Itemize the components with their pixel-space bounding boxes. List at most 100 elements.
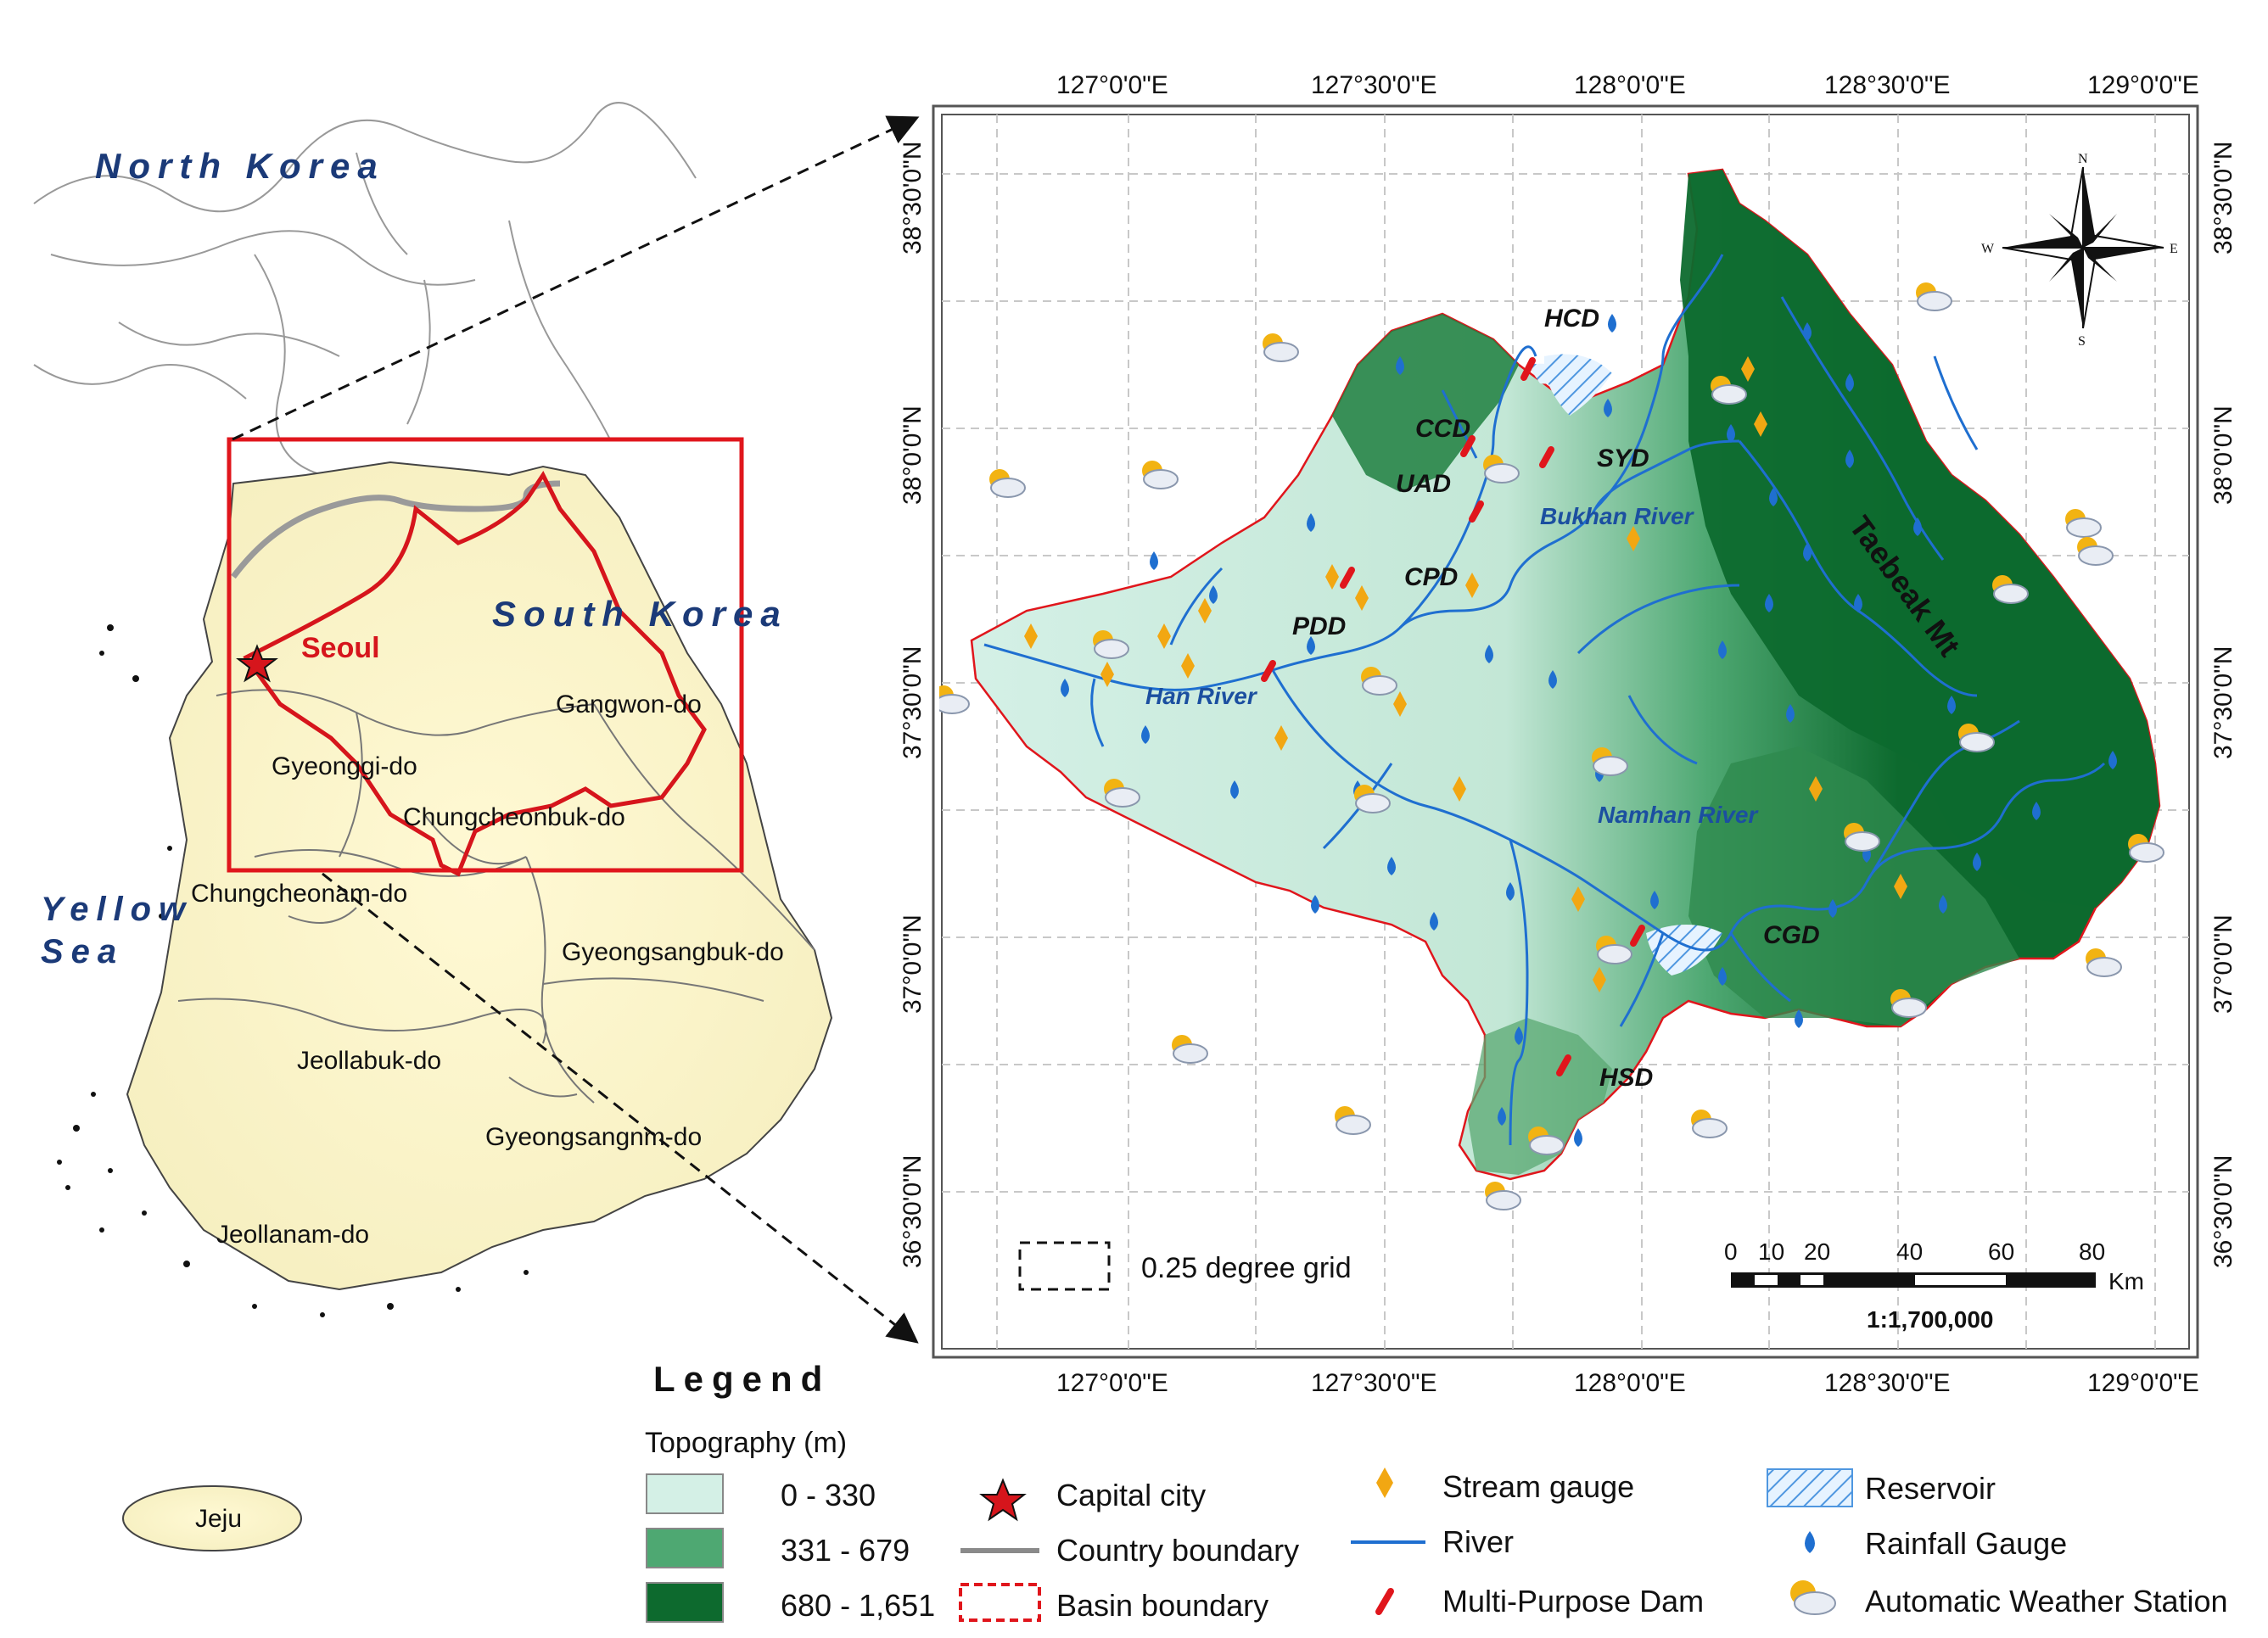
legend-weather-station-icon — [1790, 1580, 1836, 1615]
river-network — [983, 254, 2106, 1146]
scale-tick-40: 40 — [1896, 1238, 1923, 1265]
dam-label-cpd: CPD — [1404, 563, 1458, 591]
weather-stations — [939, 282, 2164, 1210]
compass-w: W — [1981, 242, 1995, 256]
dam-label-cgd: CGD — [1763, 921, 1820, 949]
yellow-sea-label-line1: Yellow — [41, 891, 193, 928]
lat-left-37-0: 37°0'0"N — [899, 914, 927, 1014]
legend-rainfall-gauge-label: Rainfall Gauge — [1865, 1526, 2067, 1561]
latitude-labels-left: 38°30'0"N 38°0'0"N 37°30'0"N 37°0'0"N 36… — [899, 142, 927, 1268]
province-gangwon: Gangwon-do — [556, 690, 702, 718]
province-chungcheongbuk: Chungcheonbuk-do — [403, 803, 625, 831]
compass-rose-icon: N S W E — [1981, 152, 2178, 349]
dam-label-hsd: HSD — [1599, 1064, 1653, 1092]
dam-label-ccd: CCD — [1415, 415, 1470, 443]
dam-label-uad: UAD — [1396, 470, 1451, 498]
lon-top-128-0: 128°0'0"E — [1574, 71, 1686, 99]
scale-ratio: 1:1,700,000 — [1867, 1306, 1993, 1333]
capital-star-marker — [236, 644, 278, 683]
dam-cgd — [1630, 925, 1645, 947]
legend-capital-label: Capital city — [1056, 1478, 1206, 1512]
highland-northeast — [1680, 170, 2159, 908]
legend-topo-label-mid: 331 - 679 — [781, 1533, 910, 1568]
province-jeollanam: Jeollanam-do — [216, 1221, 369, 1249]
dam-hcd — [1520, 357, 1536, 381]
dam-cpd — [1340, 567, 1355, 589]
overview-map: North Korea South Korea Yellow Sea Seoul… — [33, 102, 833, 1551]
legend-topo-swatch-mid — [646, 1528, 724, 1568]
south-korea-land — [126, 461, 833, 1291]
legend-title: Legend — [653, 1359, 831, 1399]
connector-arrow-top — [232, 115, 920, 441]
scale-unit: Km — [2108, 1268, 2144, 1294]
lat-left-38-0: 38°0'0"N — [899, 405, 927, 505]
seoul-label: Seoul — [301, 632, 380, 664]
legend-reservoir-label: Reservoir — [1865, 1471, 1996, 1506]
lon-bottom-128-0: 128°0'0"E — [1574, 1369, 1686, 1397]
reservoir-chungju — [1646, 925, 1722, 976]
province-chungcheongnam: Chungcheonam-do — [191, 880, 407, 908]
legend-dam-label: Multi-Purpose Dam — [1442, 1584, 1704, 1618]
province-jeollabuk: Jeollabuk-do — [297, 1047, 441, 1075]
dam-syd — [1539, 446, 1554, 468]
dam-label-pdd: PDD — [1292, 612, 1346, 640]
dam-ccd — [1460, 435, 1476, 457]
dam-label-syd: SYD — [1597, 444, 1649, 472]
south-korea-label: South Korea — [492, 594, 788, 634]
river-label-bukhan: Bukhan River — [1540, 503, 1695, 529]
yellow-sea-label-line2: Sea — [41, 933, 124, 970]
river-label-han: Han River — [1145, 683, 1258, 709]
scale-tick-10: 10 — [1758, 1238, 1784, 1265]
north-korea-label: North Korea — [95, 146, 385, 186]
legend-capital-star-icon — [979, 1478, 1027, 1522]
lon-bottom-127-0: 127°0'0"E — [1056, 1369, 1168, 1397]
lat-left-37-30: 37°30'0"N — [899, 646, 927, 759]
legend-basin-boundary-icon — [959, 1583, 1041, 1622]
legend-topo-label-high: 680 - 1,651 — [781, 1588, 935, 1623]
legend-dam-icon — [1375, 1588, 1394, 1615]
scale-tick-0: 0 — [1724, 1238, 1738, 1265]
compass-e: E — [2170, 242, 2178, 256]
legend-reservoir-icon — [1767, 1468, 1853, 1507]
legend-stream-gauge-label: Stream gauge — [1442, 1469, 1634, 1504]
legend-weather-station-label: Automatic Weather Station — [1865, 1584, 2228, 1618]
compass-s: S — [2078, 334, 2086, 349]
province-gyeonggi: Gyeonggi-do — [272, 752, 417, 780]
legend-rainfall-gauge-icon — [1805, 1531, 1815, 1553]
legend-topo-swatch-high — [646, 1582, 724, 1623]
lon-bottom-128-30: 128°30'0"E — [1824, 1369, 1951, 1397]
lon-top-127-0: 127°0'0"E — [1056, 71, 1168, 99]
jeju-island — [122, 1485, 302, 1551]
lon-top-128-30: 128°30'0"E — [1824, 71, 1951, 99]
legend-stream-gauge-icon — [1376, 1467, 1393, 1498]
province-gyeongsangbuk: Gyeongsangbuk-do — [562, 938, 784, 966]
longitude-labels-top: 127°0'0"E 127°30'0"E 128°0'0"E 128°30'0"… — [1056, 71, 2199, 99]
province-gyeongsangnam: Gyeongsangnm-do — [485, 1123, 702, 1151]
scale-bar: 0 10 20 40 60 80 Km 1:1,700,000 — [1724, 1238, 2144, 1333]
reservoir-hwacheon — [1527, 363, 1578, 384]
stream-gauges — [1024, 356, 1907, 992]
detail-extent-box — [227, 437, 744, 873]
lat-right-38-0: 38°0'0"N — [2209, 405, 2237, 505]
lon-bottom-127-30: 127°30'0"E — [1311, 1369, 1437, 1397]
detail-frame-inner — [941, 114, 2190, 1350]
highland-south — [1468, 1018, 1612, 1175]
lat-right-36-30: 36°30'0"N — [2209, 1155, 2237, 1268]
basin-boundary-overview — [243, 471, 707, 877]
legend-country-boundary-label: Country boundary — [1056, 1533, 1299, 1568]
dam-pdd — [1261, 660, 1276, 682]
scale-tick-20: 20 — [1804, 1238, 1830, 1265]
highland-southeast — [1688, 746, 2019, 1026]
latitude-labels-right: 38°30'0"N 38°0'0"N 37°30'0"N 37°0'0"N 36… — [2209, 142, 2237, 1268]
lat-left-38-30: 38°30'0"N — [899, 142, 927, 254]
legend-river-label: River — [1442, 1524, 1514, 1559]
lon-top-129-0: 129°0'0"E — [2087, 71, 2199, 99]
lat-right-37-30: 37°30'0"N — [2209, 646, 2237, 759]
lon-top-127-30: 127°30'0"E — [1311, 71, 1437, 99]
lon-bottom-129-0: 129°0'0"E — [2087, 1369, 2199, 1397]
lat-right-38-30: 38°30'0"N — [2209, 142, 2237, 254]
province-jeju: Jeju — [195, 1505, 242, 1533]
grid-legend-label: 0.25 degree grid — [1141, 1252, 1352, 1284]
compass-n: N — [2078, 152, 2088, 166]
legend-basin-boundary-label: Basin boundary — [1056, 1588, 1268, 1623]
